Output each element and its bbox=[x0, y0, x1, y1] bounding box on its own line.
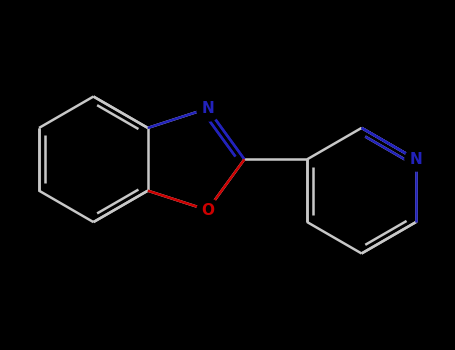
Text: O: O bbox=[201, 203, 214, 218]
Text: N: N bbox=[410, 152, 422, 167]
Text: N: N bbox=[201, 101, 214, 116]
